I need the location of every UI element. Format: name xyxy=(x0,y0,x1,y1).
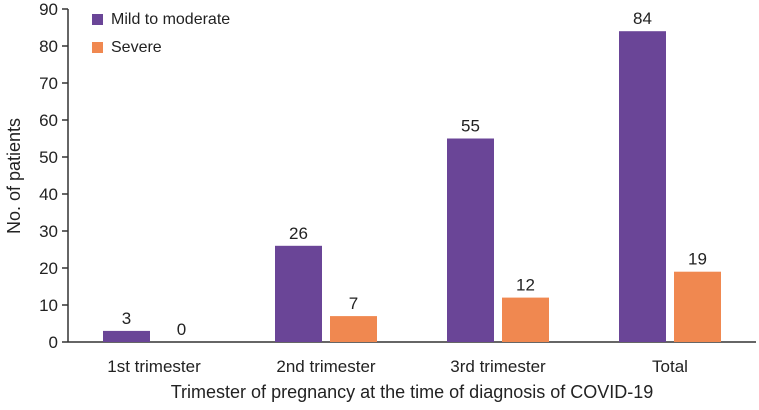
bar-mild-to-moderate xyxy=(275,245,322,342)
data-labels: 3 0 26 7 55 12 84 19 xyxy=(122,9,707,339)
y-tick-label: 90 xyxy=(39,0,58,19)
data-label: 55 xyxy=(461,117,480,136)
y-tick-label: 30 xyxy=(39,222,58,241)
legend-label: Severe xyxy=(111,39,162,56)
y-tick-label: 60 xyxy=(39,111,58,130)
x-tick-label: 3rd trimester xyxy=(450,357,546,376)
data-label: 0 xyxy=(177,320,186,339)
bar-severe xyxy=(674,271,721,342)
y-tick-label: 0 xyxy=(49,333,58,352)
x-axis-title: Trimester of pregnancy at the time of di… xyxy=(171,382,654,402)
y-tick-label: 20 xyxy=(39,259,58,278)
y-tick-label: 50 xyxy=(39,148,58,167)
y-tick-label: 80 xyxy=(39,37,58,56)
legend: Mild to moderate Severe xyxy=(92,11,230,56)
bars xyxy=(103,31,721,342)
x-tick-label: 2nd trimester xyxy=(276,357,376,376)
legend-swatch xyxy=(92,42,103,53)
data-label: 19 xyxy=(688,250,707,269)
y-tick-label: 10 xyxy=(39,296,58,315)
y-tick-label: 70 xyxy=(39,74,58,93)
data-label: 26 xyxy=(289,224,308,243)
data-label: 3 xyxy=(122,309,131,328)
data-label: 84 xyxy=(633,9,652,28)
bar-mild-to-moderate xyxy=(619,31,666,342)
x-tick-label: 1st trimester xyxy=(107,357,201,376)
x-axis: 1st trimester 2nd trimester 3rd trimester T… xyxy=(68,341,756,376)
x-tick-label: Total xyxy=(652,357,688,376)
legend-swatch xyxy=(92,14,103,25)
data-label: 12 xyxy=(516,276,535,295)
data-label: 7 xyxy=(349,294,358,313)
legend-label: Mild to moderate xyxy=(111,11,230,28)
y-tick-label: 40 xyxy=(39,185,58,204)
bar-severe xyxy=(330,316,377,342)
bar-severe xyxy=(502,297,549,342)
y-axis-title: No. of patients xyxy=(4,118,24,234)
bar-mild-to-moderate xyxy=(447,138,494,342)
y-axis: 0 10 20 30 40 50 60 70 80 90 xyxy=(39,0,69,352)
bar-mild-to-moderate xyxy=(103,330,150,342)
